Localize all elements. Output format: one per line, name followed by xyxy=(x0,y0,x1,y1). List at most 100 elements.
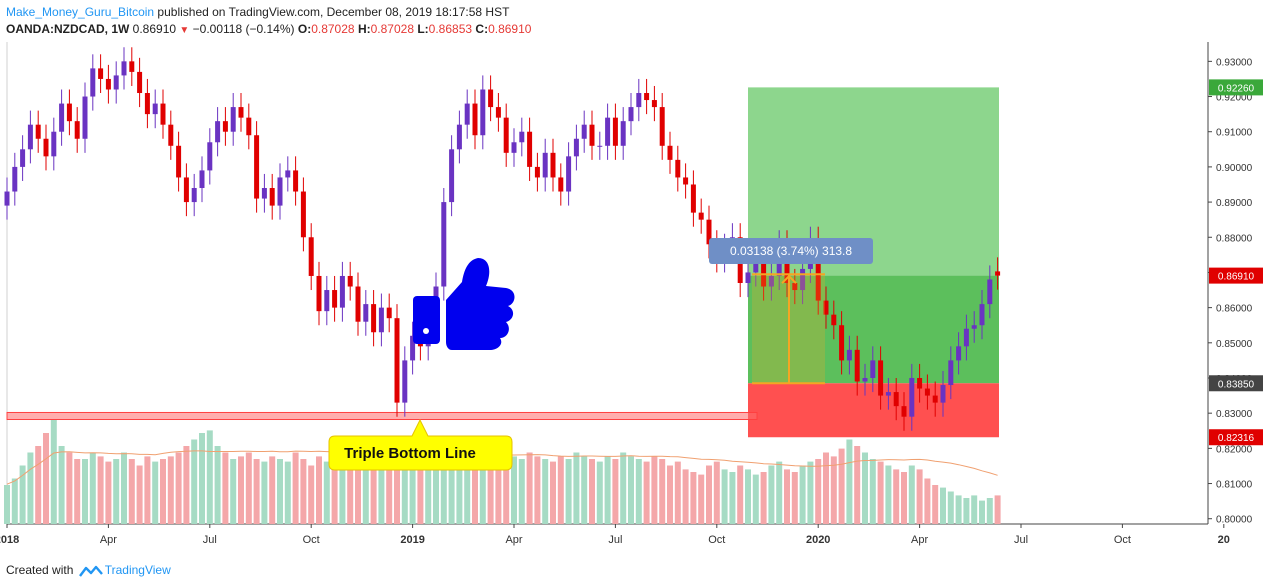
candle xyxy=(66,89,72,136)
volume-bar xyxy=(35,446,42,524)
volume-bar xyxy=(409,452,416,524)
candle-body xyxy=(456,124,462,150)
candle-body xyxy=(293,170,299,192)
candle-body xyxy=(230,107,236,132)
volume-bar xyxy=(74,459,81,524)
y-tick-label: 0.90000 xyxy=(1216,163,1253,174)
volume-bar xyxy=(456,459,463,524)
candle xyxy=(885,377,891,410)
candle-body xyxy=(979,304,985,326)
volume-bar xyxy=(729,472,736,524)
candle xyxy=(566,142,572,206)
candle-body xyxy=(550,152,556,178)
volume-bar xyxy=(214,446,221,524)
price-change: −0.00118 (−0.14%) xyxy=(192,22,295,36)
candle xyxy=(823,286,829,329)
candle xyxy=(527,117,533,181)
volume-bar xyxy=(838,448,845,524)
volume-bar xyxy=(58,446,65,524)
volume-bar xyxy=(82,459,88,524)
volume-bar xyxy=(191,439,198,524)
candle-body xyxy=(924,388,930,396)
volume-bar xyxy=(955,495,962,524)
volume-bar xyxy=(386,452,393,524)
candle-body xyxy=(121,61,127,76)
candle-body xyxy=(870,360,876,378)
volume-bar xyxy=(339,452,346,524)
volume-bar xyxy=(440,456,447,524)
volume-bar xyxy=(487,456,494,524)
candle xyxy=(644,78,650,115)
x-tick-label: 2020 xyxy=(806,534,830,546)
x-tick-label: Oct xyxy=(303,534,320,546)
volume-bar xyxy=(628,456,634,524)
candle xyxy=(230,93,236,146)
candle xyxy=(394,304,400,417)
candle-body xyxy=(488,89,494,108)
stop-price-tag: 0.82316 xyxy=(1218,433,1255,444)
candle xyxy=(862,363,868,396)
volume-bar xyxy=(144,456,151,524)
candle xyxy=(917,363,923,403)
candle-body xyxy=(261,188,267,199)
measure-label-bg xyxy=(709,238,873,264)
volume-bar xyxy=(620,452,627,524)
volume-bar xyxy=(721,469,728,524)
candle-body xyxy=(527,131,533,167)
candle xyxy=(27,110,33,164)
volume-bar xyxy=(378,459,385,524)
volume-bar xyxy=(284,461,291,524)
candle xyxy=(995,257,1001,290)
volume-bar xyxy=(121,452,127,524)
candle xyxy=(105,64,111,104)
candle xyxy=(129,47,135,86)
volume-bar xyxy=(136,465,143,524)
candle-body xyxy=(27,124,33,150)
measure-arrow-icon xyxy=(781,274,797,284)
volume-bar xyxy=(908,465,915,524)
candle-body xyxy=(698,212,704,220)
candle xyxy=(667,131,673,174)
candle-body xyxy=(636,93,642,108)
candle-body xyxy=(667,145,673,160)
volume-bar xyxy=(799,465,806,524)
candle xyxy=(183,163,189,217)
candle xyxy=(948,346,954,400)
candle-body xyxy=(472,103,478,136)
volume-bar xyxy=(433,459,439,524)
tradingview-link[interactable]: TradingView xyxy=(104,563,171,577)
volume-bar xyxy=(331,459,338,524)
volume-bar xyxy=(11,478,18,524)
volume-bar xyxy=(292,452,299,524)
candle-body xyxy=(948,360,954,386)
volume-bar xyxy=(347,456,354,524)
candle-body xyxy=(269,188,275,206)
candle xyxy=(519,117,525,157)
candle xyxy=(82,82,88,153)
volume-bar xyxy=(947,491,954,524)
candle-body xyxy=(300,191,306,238)
candle-body xyxy=(628,107,634,122)
candle-body xyxy=(612,117,618,146)
author-link[interactable]: Make_Money_Guru_Bitcoin xyxy=(6,5,155,19)
current-price-tag-bg xyxy=(1209,267,1263,284)
volume-bar xyxy=(596,461,603,524)
candle xyxy=(854,335,860,396)
candle xyxy=(160,89,166,139)
thumb-hand xyxy=(446,258,515,350)
volume-bar xyxy=(612,459,619,524)
candle-body xyxy=(690,184,696,213)
stop-price-tag-bg xyxy=(1209,429,1263,446)
thumb-dot xyxy=(423,328,429,334)
volume-bar xyxy=(573,452,580,524)
candle-body xyxy=(285,170,291,178)
candle-body xyxy=(917,377,923,389)
target-price-tag-bg xyxy=(1209,79,1263,96)
candle-body xyxy=(831,314,837,326)
candle xyxy=(472,89,478,150)
x-tick-label: 2019 xyxy=(400,534,424,546)
candle xyxy=(300,177,306,252)
y-tick-label: 0.81000 xyxy=(1216,480,1253,491)
down-arrow-icon: ▼ xyxy=(179,25,190,36)
